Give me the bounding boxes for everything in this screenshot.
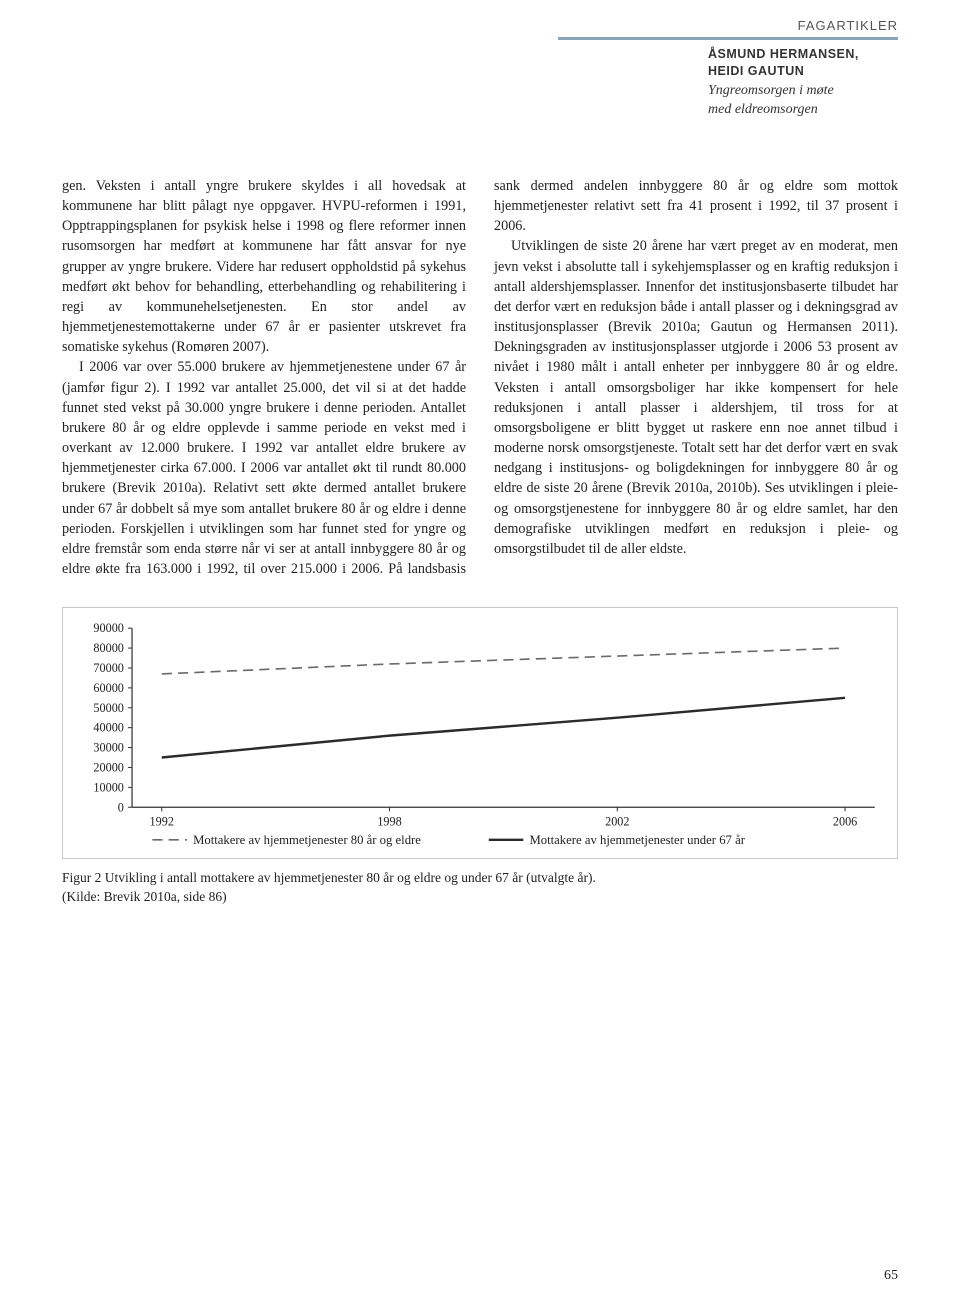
section-rule <box>558 37 898 40</box>
subtitle-line-2: med eldreomsorgen <box>708 102 818 117</box>
svg-text:10000: 10000 <box>93 781 123 795</box>
article-subtitle: Yngreomsorgen i møte med eldreomsorgen <box>708 82 898 120</box>
svg-text:Mottakere av hjemmetjenester 8: Mottakere av hjemmetjenester 80 år og el… <box>193 833 421 847</box>
paragraph-1: gen. Veksten i antall yngre brukere skyl… <box>62 176 466 357</box>
svg-text:80000: 80000 <box>93 641 123 655</box>
article-header: FAGARTIKLER ÅSMUND HERMANSEN, HEIDI GAUT… <box>558 18 898 120</box>
line-chart-svg: 0 10000 20000 30000 40000 50000 60000 70000 8000… <box>73 618 887 852</box>
svg-text:30000: 30000 <box>93 741 123 755</box>
svg-text:60000: 60000 <box>93 681 123 695</box>
figure-caption-line-2: (Kilde: Brevik 2010a, side 86) <box>62 889 227 904</box>
body-text: gen. Veksten i antall yngre brukere skyl… <box>62 176 898 579</box>
author-names: ÅSMUND HERMANSEN, HEIDI GAUTUN <box>708 46 898 80</box>
figure-2-chart: 0 10000 20000 30000 40000 50000 60000 70000 8000… <box>62 607 898 859</box>
svg-text:2002: 2002 <box>605 815 629 829</box>
svg-text:2006: 2006 <box>833 815 857 829</box>
section-label: FAGARTIKLER <box>558 18 898 33</box>
svg-text:90000: 90000 <box>93 621 123 635</box>
paragraph-3: Utviklingen de siste 20 årene har vært p… <box>494 236 898 559</box>
subtitle-line-1: Yngreomsorgen i møte <box>708 83 834 98</box>
page-number: 65 <box>884 1268 898 1284</box>
figure-caption-line-1: Figur 2 Utvikling i antall mottakere av … <box>62 870 596 885</box>
svg-text:70000: 70000 <box>93 661 123 675</box>
svg-text:0: 0 <box>118 800 124 814</box>
svg-text:Mottakere av hjemmetjenester u: Mottakere av hjemmetjenester under 67 år <box>529 833 745 847</box>
figure-caption: Figur 2 Utvikling i antall mottakere av … <box>62 869 898 907</box>
svg-text:1998: 1998 <box>377 815 401 829</box>
svg-text:40000: 40000 <box>93 721 123 735</box>
svg-text:1992: 1992 <box>150 815 174 829</box>
svg-text:50000: 50000 <box>93 701 123 715</box>
svg-text:20000: 20000 <box>93 761 123 775</box>
author-line-2: HEIDI GAUTUN <box>708 64 804 78</box>
author-line-1: ÅSMUND HERMANSEN, <box>708 47 859 61</box>
